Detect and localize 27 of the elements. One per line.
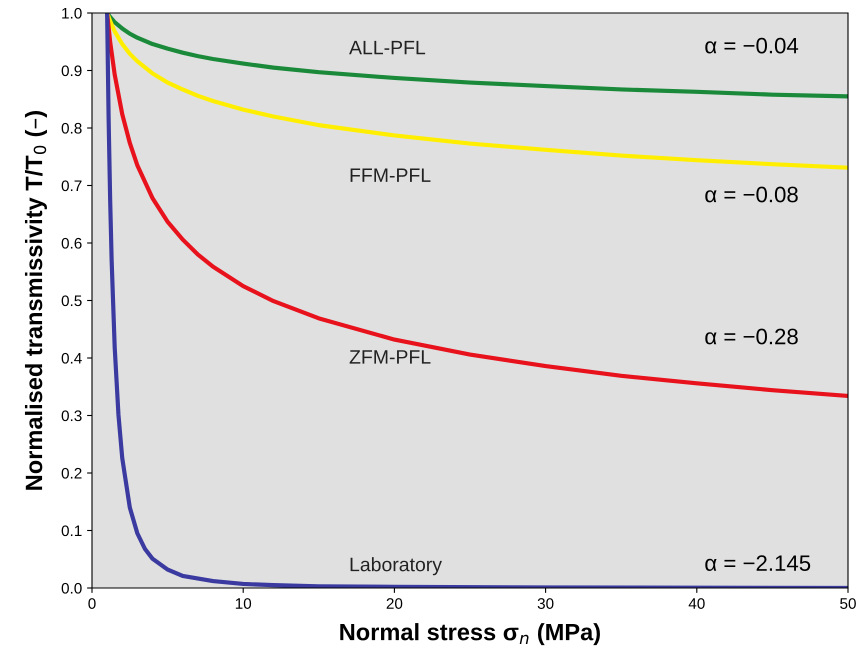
x-tick-label: 30 [538, 598, 554, 609]
series-label: ALL-PFL [349, 40, 426, 54]
y-tick-label: 0.9 [62, 65, 82, 76]
series-label: FFM-PFL [350, 168, 430, 182]
annotation: α = −0.28 [705, 328, 798, 344]
annotation: α = −2.145 [705, 555, 810, 571]
y-tick-label: 0.4 [62, 352, 82, 364]
y-tick-label: 0.3 [62, 410, 82, 422]
y-tick-label: 0.8 [62, 122, 82, 134]
x-axis-title: Normal stress σ$_{n}$ (MPa) [340, 623, 600, 646]
x-tick-label: 20 [386, 598, 402, 609]
series-label: Laboratory [350, 557, 442, 576]
x-tick-label: 10 [236, 598, 252, 609]
y-tick-label: 0.6 [62, 238, 82, 249]
annotation: α = −0.04 [705, 38, 798, 54]
y-tick-label: 0.5 [62, 295, 82, 306]
annotation: α = −0.08 [705, 186, 798, 202]
y-tick-label: 0.2 [62, 468, 82, 479]
y-axis-title: Normalised transmissivity T/T$_{0}$ (–) [24, 111, 47, 490]
y-tick-label: 0.0 [62, 582, 82, 594]
y-tick-label: 0.7 [62, 180, 82, 192]
x-tick-label: 0 [88, 598, 96, 609]
x-tick-label: 40 [688, 598, 705, 609]
y-tick-label: 0.1 [62, 525, 82, 536]
series-label: ZFM-PFL [350, 350, 430, 364]
x-tick-label: 50 [840, 598, 856, 609]
y-tick-label: 1.0 [62, 8, 82, 19]
